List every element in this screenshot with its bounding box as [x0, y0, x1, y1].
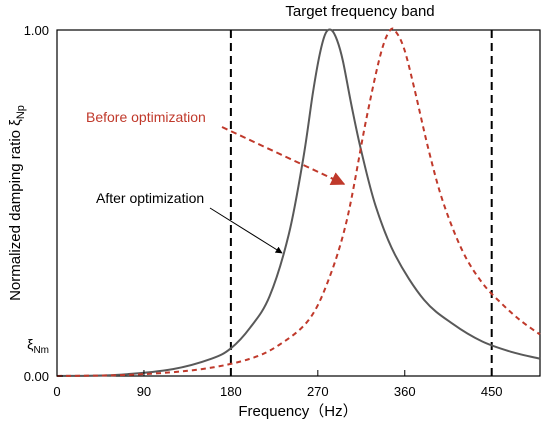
arrow-before-optimization	[221, 126, 346, 186]
y-symbol-main: ξ	[27, 336, 33, 352]
plot-frame	[56, 29, 541, 377]
y-tick-label: 1.00	[24, 23, 49, 38]
arrow-after-optimization	[209, 207, 283, 254]
series-after-optimization	[56, 28, 541, 377]
x-tick-label: 90	[137, 384, 151, 399]
y-axis-title: Normalized damping ratio ξNp	[7, 105, 27, 301]
x-tick-label: 180	[220, 384, 242, 399]
x-axis-ticks: 0 90 180 270 360 450	[53, 370, 503, 399]
annotation-after-optimization: After optimization	[96, 190, 204, 206]
x-tick-label: 270	[307, 384, 329, 399]
y-symbol-sub: Nm	[33, 345, 49, 356]
y-axis-title-main: Normalized damping ratio ξ	[7, 119, 24, 301]
x-tick-label: 0	[53, 384, 60, 399]
x-tick-label: 450	[481, 384, 503, 399]
annotation-before-optimization: Before optimization	[86, 109, 206, 125]
x-axis-title: Frequency（Hz）	[238, 403, 357, 420]
y-axis-title-sub: Np	[15, 105, 27, 119]
y-symbol-label: ξNm	[27, 336, 49, 356]
band-title: Target frequency band	[285, 3, 434, 20]
series-before-optimization	[56, 27, 541, 377]
y-axis-ticks: 1.00 0.00	[24, 23, 63, 384]
y-tick-label: 0.00	[24, 369, 49, 384]
x-tick-label: 360	[394, 384, 416, 399]
